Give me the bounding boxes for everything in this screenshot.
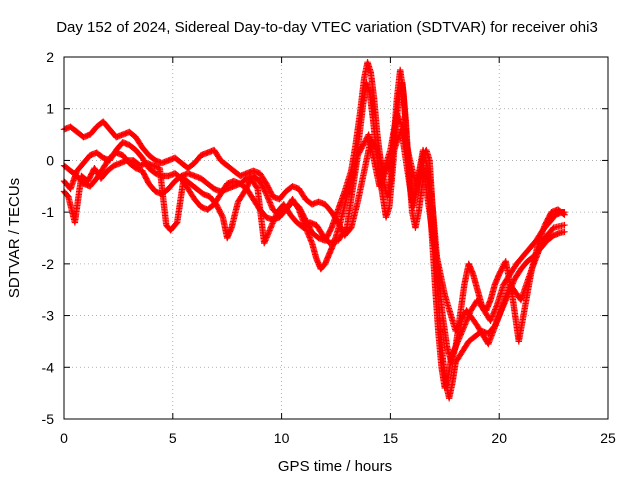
data-point (386, 158, 393, 166)
data-point (561, 211, 568, 218)
data-point (385, 160, 393, 167)
data-point (357, 146, 364, 153)
data-point (457, 318, 464, 325)
data-point (384, 162, 392, 170)
plot-frame (63, 56, 609, 420)
y-tick-label: 2 (46, 49, 54, 65)
x-axis-label: GPS time / hours (278, 458, 392, 475)
y-tick-label: -4 (42, 359, 55, 375)
data-point (455, 322, 462, 329)
data-point (253, 184, 261, 191)
data-point (385, 161, 392, 168)
data-point (379, 175, 386, 183)
data-point (380, 173, 387, 180)
data-point (361, 138, 369, 145)
y-tick-label: 1 (46, 101, 54, 117)
data-point (561, 221, 568, 229)
data-point (218, 212, 226, 220)
data-point (342, 225, 350, 233)
axis-ticks: 0 5 10 15 20 25 -5 -4 -3 -2 -1 0 1 2 (42, 49, 616, 446)
x-tick-label: 25 (600, 430, 616, 446)
data-point (377, 180, 384, 187)
data-point (360, 141, 367, 148)
x-tick-label: 0 (60, 430, 68, 446)
data-point (355, 150, 362, 158)
y-tick-label: -2 (42, 256, 55, 272)
data-point (361, 139, 368, 147)
data-point (456, 320, 463, 328)
data-point (460, 312, 467, 320)
data-point (459, 314, 467, 321)
data-point (456, 319, 464, 327)
x-tick-label: 20 (491, 430, 507, 446)
chart-title: Day 152 of 2024, Sidereal Day-to-day VTE… (56, 19, 598, 36)
data-point (376, 183, 383, 190)
data-point (561, 228, 568, 235)
data-point (382, 167, 390, 174)
data-point (384, 164, 391, 171)
data-point (453, 326, 460, 333)
data-point (376, 181, 384, 189)
data-point (379, 174, 387, 181)
data-point (378, 178, 385, 186)
y-axis-label: SDTVAR / TECUs (6, 178, 23, 298)
data-point (452, 327, 459, 335)
x-tick-label: 10 (274, 430, 290, 446)
data-point (378, 177, 386, 184)
data-point (560, 210, 567, 218)
data-point (356, 147, 364, 155)
y-tick-label: -3 (42, 308, 55, 324)
data-point (358, 143, 366, 151)
y-tick-label: 0 (46, 152, 54, 168)
x-tick-label: 15 (383, 430, 399, 446)
data-points (60, 58, 568, 402)
data-point (459, 315, 466, 322)
y-tick-label: -5 (42, 411, 55, 427)
data-point (454, 323, 462, 331)
data-point (381, 170, 389, 177)
y-tick-label: -1 (42, 204, 55, 220)
data-point (383, 165, 390, 173)
data-point (381, 171, 388, 178)
data-point (382, 168, 389, 176)
data-point (359, 142, 367, 149)
data-point (354, 152, 361, 159)
x-tick-label: 5 (169, 430, 177, 446)
data-point (356, 149, 363, 156)
data-point (458, 316, 465, 324)
data-point (358, 145, 365, 152)
data-point (453, 325, 461, 332)
